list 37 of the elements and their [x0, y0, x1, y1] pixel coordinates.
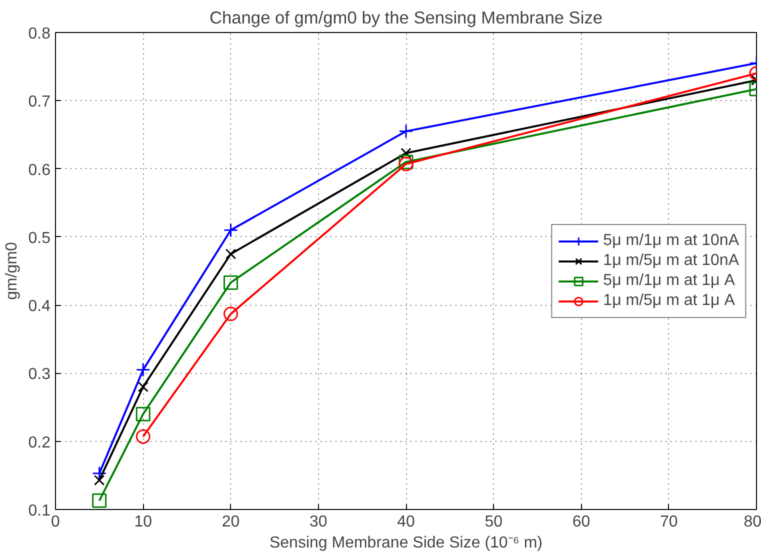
x-tick-label: 20 [222, 514, 240, 530]
x-tick-label: 80 [744, 514, 761, 530]
point [136, 362, 150, 378]
point [224, 275, 238, 290]
point [400, 148, 412, 158]
x-tick-label: 0 [51, 514, 60, 530]
y-tick-label: 0.7 [28, 94, 51, 111]
y-tick-label: 0.4 [28, 298, 51, 316]
y-tick-label: 0.8 [28, 26, 51, 42]
legend-label: 5μ m/1μ m at 1μ A [603, 272, 735, 290]
x-tick-label: 60 [572, 514, 590, 530]
x-axis-title: Sensing Membrane Side Size (10⁻⁶ m) [269, 534, 543, 552]
y-axis-title: gm/gm0 [3, 242, 20, 300]
point [224, 306, 238, 322]
x-tick-label: 30 [309, 514, 328, 530]
legend-label: 1μ m/5μ m at 10nA [603, 252, 739, 270]
point [136, 429, 150, 444]
point [92, 493, 107, 508]
y-tick-label: 0.6 [28, 162, 51, 179]
point [398, 124, 414, 139]
legend-label: 1μ m/5μ m at 1μ A [603, 292, 735, 310]
x-tick-label: 50 [484, 514, 503, 530]
point [136, 406, 150, 422]
x-tick-label: 10 [134, 514, 152, 530]
point [94, 474, 105, 486]
y-tick-label: 0.1 [28, 502, 51, 520]
x-tick-label: 70 [660, 514, 678, 530]
y-tick-label: 0.5 [28, 230, 51, 247]
point [92, 466, 107, 481]
legend-label: 5μ m/1μ m at 10nA [603, 232, 739, 250]
x-tick-label: 40 [397, 514, 415, 530]
point [224, 222, 238, 238]
point [138, 381, 148, 392]
y-tick-label: 0.3 [28, 366, 51, 384]
chart-title: Change of gm/gm0 by the Sensing Membrane Size [210, 8, 603, 28]
y-tick-label: 0.2 [28, 434, 51, 452]
point [225, 248, 236, 260]
